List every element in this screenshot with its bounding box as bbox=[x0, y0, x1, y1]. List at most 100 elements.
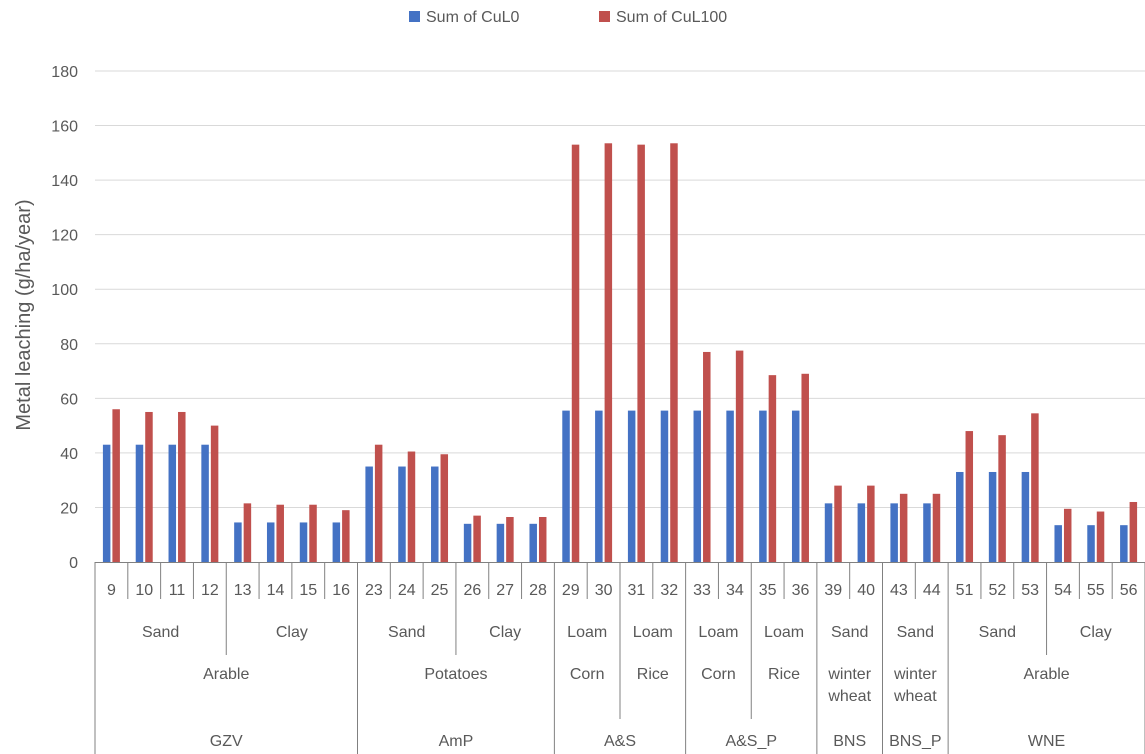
bar-cul0 bbox=[299, 522, 308, 562]
bar-cul100 bbox=[670, 143, 678, 562]
group-label-level1: Sand bbox=[831, 624, 868, 641]
bar-cul100 bbox=[637, 144, 645, 562]
group-label-level1: Clay bbox=[1080, 624, 1112, 641]
x-tick-label: 9 bbox=[107, 582, 116, 599]
bar-cul0 bbox=[398, 466, 406, 562]
x-tick-label: 10 bbox=[135, 582, 153, 599]
group-label-level1: Clay bbox=[276, 624, 308, 641]
group-label-level2: Corn bbox=[701, 666, 736, 683]
bar-cul0 bbox=[857, 503, 866, 562]
bar-cul0 bbox=[266, 522, 275, 562]
x-tick-label: 33 bbox=[693, 582, 711, 599]
bar-cul0 bbox=[431, 466, 439, 562]
bar-cul100 bbox=[178, 411, 186, 562]
x-tick-label: 54 bbox=[1054, 582, 1072, 599]
bar-cul100 bbox=[932, 493, 941, 562]
bar-cul0 bbox=[201, 444, 209, 562]
bar-cul100 bbox=[735, 350, 744, 562]
bar-cul100 bbox=[276, 504, 284, 562]
bar-cul0 bbox=[463, 523, 472, 562]
x-tick-label: 35 bbox=[759, 582, 777, 599]
x-tick-label: 30 bbox=[595, 582, 613, 599]
y-tick-label: 60 bbox=[60, 391, 78, 408]
legend-swatch bbox=[599, 11, 610, 22]
x-tick-label: 28 bbox=[529, 582, 547, 599]
y-tick-label: 120 bbox=[51, 228, 78, 245]
x-tick-label: 34 bbox=[726, 582, 744, 599]
x-tick-label: 52 bbox=[988, 582, 1006, 599]
x-tick-label: 14 bbox=[267, 582, 285, 599]
x-tick-label: 13 bbox=[234, 582, 252, 599]
group-label-level2: Arable bbox=[1023, 666, 1069, 683]
bar-cul0 bbox=[1054, 525, 1062, 562]
bar-cul100 bbox=[407, 451, 416, 562]
x-tick-label: 31 bbox=[628, 582, 646, 599]
bar-cul100 bbox=[374, 444, 383, 562]
group-label-level2: Arable bbox=[203, 666, 249, 683]
group-label-level2: Corn bbox=[570, 666, 605, 683]
bar-cul0 bbox=[627, 410, 636, 562]
group-label-level1: Sand bbox=[979, 624, 1016, 641]
bar-cul100 bbox=[473, 515, 481, 562]
group-label-level2: wheat bbox=[827, 688, 871, 705]
group-label-level2: Rice bbox=[637, 666, 669, 683]
x-tick-label: 44 bbox=[923, 582, 941, 599]
x-tick-label: 26 bbox=[463, 582, 481, 599]
bar-cul100 bbox=[867, 485, 875, 562]
bar-cul0 bbox=[332, 522, 341, 562]
group-label-level2: wheat bbox=[893, 688, 937, 705]
x-tick-label: 16 bbox=[332, 582, 350, 599]
bar-cul100 bbox=[834, 485, 842, 562]
bar-cul100 bbox=[1063, 508, 1072, 562]
y-tick-label: 140 bbox=[51, 173, 78, 190]
bar-cul0 bbox=[135, 444, 144, 562]
x-tick-label: 40 bbox=[857, 582, 875, 599]
bar-cul0 bbox=[923, 503, 931, 562]
bar-cul100 bbox=[1031, 413, 1039, 562]
bar-cul0 bbox=[562, 410, 570, 562]
bar-cul0 bbox=[168, 444, 177, 562]
bar-cul100 bbox=[440, 454, 449, 562]
bar-cul0 bbox=[759, 410, 767, 562]
bar-cul0 bbox=[234, 522, 242, 562]
group-label-level3: A&S_P bbox=[725, 733, 777, 750]
bar-cul0 bbox=[726, 410, 734, 562]
gridlines bbox=[95, 70, 1145, 508]
bar-cul100 bbox=[145, 411, 153, 562]
bar-cul100 bbox=[801, 373, 809, 562]
bar-cul0 bbox=[529, 523, 537, 562]
legend-label: Sum of CuL100 bbox=[616, 9, 727, 26]
group-label-level3: BNS bbox=[833, 733, 866, 750]
group-label-level1: Sand bbox=[388, 624, 425, 641]
bar-cul100 bbox=[506, 516, 514, 562]
group-label-level2: Potatoes bbox=[424, 666, 487, 683]
x-tick-label: 53 bbox=[1021, 582, 1039, 599]
legend-label: Sum of CuL0 bbox=[426, 9, 519, 26]
y-axis-title: Metal leaching (g/ha/year) bbox=[13, 199, 35, 430]
bar-cul100 bbox=[1096, 511, 1105, 562]
bar-cul100 bbox=[210, 425, 219, 562]
bar-cul100 bbox=[703, 351, 711, 562]
x-tick-label: 25 bbox=[431, 582, 449, 599]
legend-swatch bbox=[409, 11, 420, 22]
x-tick-label: 29 bbox=[562, 582, 580, 599]
group-label-level2: winter bbox=[893, 666, 937, 683]
x-tick-label: 24 bbox=[398, 582, 416, 599]
group-label-level1: Clay bbox=[489, 624, 521, 641]
group-label-level1: Loam bbox=[567, 624, 607, 641]
bar-cul0 bbox=[1087, 525, 1095, 562]
bar-cul0 bbox=[693, 410, 702, 562]
group-label-level2: Rice bbox=[768, 666, 800, 683]
x-tick-label: 27 bbox=[496, 582, 514, 599]
bar-cul100 bbox=[571, 144, 580, 562]
bar-cul100 bbox=[538, 516, 547, 562]
bar-cul0 bbox=[791, 410, 800, 562]
bar-cul100 bbox=[604, 143, 613, 562]
y-tick-label: 100 bbox=[51, 282, 78, 299]
bar-cul0 bbox=[1120, 525, 1128, 562]
x-tick-label: 23 bbox=[365, 582, 383, 599]
group-label-level1: Sand bbox=[897, 624, 934, 641]
group-label-level1: Sand bbox=[142, 624, 179, 641]
x-tick-label: 15 bbox=[299, 582, 317, 599]
bar-cul0 bbox=[496, 523, 505, 562]
